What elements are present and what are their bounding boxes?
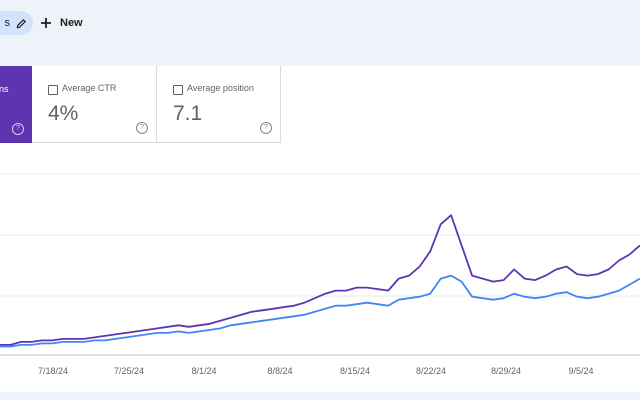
x-tick-label: 7/18/24 [38, 366, 68, 376]
metric-cards: ns ? Average CTR 4% ? Average position 7… [0, 66, 640, 144]
plus-icon [41, 18, 51, 28]
new-button-label: New [60, 17, 83, 29]
toolbar: s New [0, 0, 640, 66]
x-tick-label: 8/8/24 [267, 366, 292, 376]
series-line-1 [0, 274, 640, 348]
x-tick-label: 8/29/24 [491, 366, 521, 376]
metric-card-label: Average position [187, 83, 254, 93]
ctr-checkbox[interactable] [48, 85, 58, 95]
help-icon[interactable]: ? [260, 122, 272, 134]
series-line-0 [0, 214, 640, 346]
position-checkbox[interactable] [173, 85, 183, 95]
pencil-icon[interactable] [16, 18, 27, 29]
x-tick-label: 9/5/24 [568, 366, 593, 376]
performance-chart: 7/18/24 7/25/24 8/1/24 8/8/24 8/15/24 8/22/24… [0, 144, 640, 392]
metric-card-label: Average CTR [62, 83, 117, 93]
x-tick-label: 7/25/24 [114, 366, 144, 376]
help-icon[interactable]: ? [136, 122, 148, 134]
help-icon[interactable]: ? [12, 123, 24, 135]
metric-card-label: ns [0, 84, 9, 94]
page-bottom [0, 392, 640, 400]
new-button[interactable]: New [40, 13, 83, 33]
filter-chip[interactable]: s [0, 11, 33, 35]
x-tick-label: 8/1/24 [191, 366, 216, 376]
metric-card-value: 4% [48, 102, 79, 125]
metric-card-position[interactable]: Average position 7.1 ? [157, 66, 281, 143]
x-tick-label: 8/22/24 [416, 366, 446, 376]
x-tick-label: 8/15/24 [340, 366, 370, 376]
metric-card-impressions[interactable]: ns ? [0, 66, 32, 143]
chart-svg: 7/18/24 7/25/24 8/1/24 8/8/24 8/15/24 8/22/24… [0, 173, 640, 376]
metric-card-value: 7.1 [173, 102, 203, 125]
metric-card-ctr[interactable]: Average CTR 4% ? [32, 66, 157, 143]
filter-chip-label: s [4, 17, 11, 29]
